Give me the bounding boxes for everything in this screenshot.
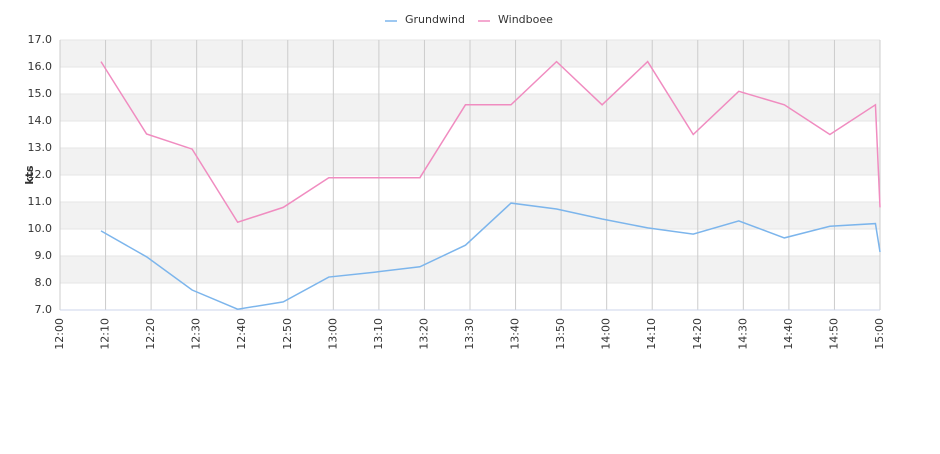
x-tick-label: 14:00 [600,318,613,350]
x-tick-label: 12:30 [190,318,203,350]
y-tick-label: 14.0 [28,114,53,127]
y-tick-label: 8.0 [35,276,53,289]
x-tick-label: 14:10 [645,318,658,350]
y-tick-label: 15.0 [28,87,53,100]
y-tick-label: 7.0 [35,303,53,316]
x-tick-label: 14:40 [782,318,795,350]
y-tick-label: 13.0 [28,141,53,154]
y-tick-label: 11.0 [28,195,53,208]
y-axis-label: kts [23,165,36,185]
x-tick-label: 13:10 [372,318,385,350]
x-tick-label: 14:20 [691,318,704,350]
x-tick-label: 12:50 [281,318,294,350]
legend-label: Windboee [498,13,553,26]
x-tick-label: 12:20 [144,318,157,350]
x-tick-label: 13:00 [326,318,339,350]
y-tick-label: 17.0 [28,33,53,46]
x-tick-label: 13:40 [509,318,522,350]
x-tick-label: 13:20 [417,318,430,350]
x-tick-label: 12:10 [99,318,112,350]
x-tick-label: 14:30 [736,318,749,350]
x-tick-label: 13:50 [554,318,567,350]
series-line [100,60,881,224]
legend-item: Windboee [478,13,553,26]
x-tick-label: 14:50 [827,318,840,350]
x-tick-label: 12:00 [53,318,66,350]
y-tick-label: 16.0 [28,60,53,73]
legend-item: Grundwind [385,13,465,26]
y-tick-label: 12.0 [28,168,53,181]
x-tick-label: 13:30 [463,318,476,350]
x-tick-label: 15:00 [873,318,886,350]
legend-label: Grundwind [405,13,465,26]
x-tick-label: 12:40 [235,318,248,350]
y-tick-label: 10.0 [28,222,53,235]
series-line [100,202,881,310]
y-tick-label: 9.0 [35,249,53,262]
